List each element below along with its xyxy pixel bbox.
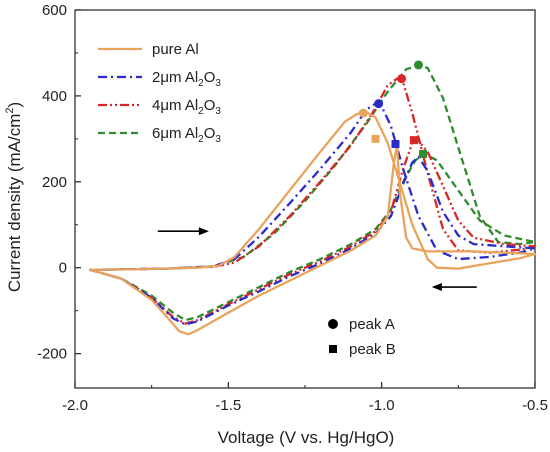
peak-b-marker — [409, 136, 418, 145]
series-layer — [89, 63, 537, 336]
peak-b-legend-marker — [329, 345, 337, 353]
series-line — [89, 77, 537, 325]
series-line — [89, 102, 537, 326]
series-line — [89, 63, 537, 322]
x-axis-title: Voltage (V vs. Hg/HgO) — [218, 428, 395, 447]
y-axis-title-close: ) — [5, 102, 24, 108]
peak-a-legend-label: peak A — [349, 316, 395, 333]
y-axis-title-main: Current density (mA/cm — [5, 114, 24, 293]
peak-b-marker — [419, 149, 428, 158]
x-tick-label: -0.5 — [522, 397, 548, 414]
legend: pure Al 2μm Al2O3 4μm Al2O3 6μm Al2O3 — [98, 41, 221, 145]
peak-b-marker — [371, 134, 380, 143]
legend-label: pure Al — [152, 41, 199, 58]
x-tick-label: -1.0 — [369, 397, 395, 414]
y-tick-label: 400 — [42, 88, 67, 105]
peak-a-marker — [413, 60, 423, 70]
y-axis-title-superscript: 2 — [4, 108, 16, 114]
x-tick-label: -2.0 — [62, 397, 88, 414]
y-tick-label: -200 — [37, 346, 67, 363]
scan-direction-arrows — [157, 227, 477, 292]
marker-legend: peak A peak B — [328, 316, 396, 358]
arrow-head — [431, 283, 442, 292]
peak-b-marker — [391, 140, 400, 149]
peak-a-marker — [374, 99, 384, 109]
y-tick-label: 200 — [42, 174, 67, 191]
peak-a-marker — [397, 74, 407, 84]
legend-label: 6μm Al2O3 — [152, 125, 221, 145]
peak-a-legend-marker — [328, 319, 338, 329]
y-tick-label: 600 — [42, 2, 67, 19]
x-tick-label: -1.5 — [215, 397, 241, 414]
x-axis-ticks: -2.0 -1.5 -1.0 -0.5 — [62, 382, 548, 414]
peak-markers — [358, 60, 428, 158]
y-tick-label: 0 — [59, 260, 67, 277]
legend-label: 2μm Al2O3 — [152, 69, 221, 89]
peak-a-marker — [358, 108, 368, 118]
y-axis-title: Current density (mA/cm2) — [4, 102, 24, 292]
peak-b-legend-label: peak B — [349, 341, 396, 358]
legend-label: 4μm Al2O3 — [152, 97, 221, 117]
series-line — [89, 111, 537, 336]
arrow-head — [198, 227, 209, 236]
y-axis-ticks: -200 0 200 400 600 — [37, 2, 81, 363]
